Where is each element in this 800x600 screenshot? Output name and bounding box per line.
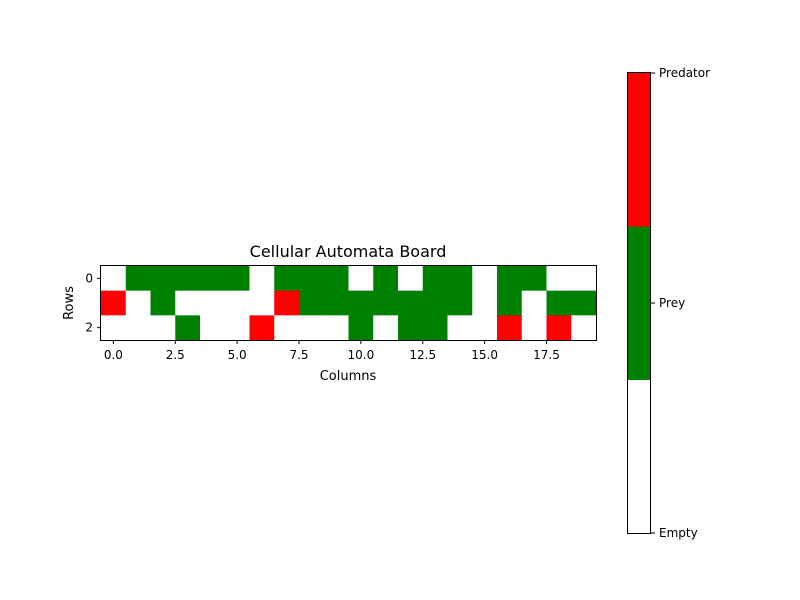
colorbar-segment-predator [628,73,650,227]
cell-r1-c13 [422,290,448,316]
cell-r2-c8 [299,315,325,341]
cell-r1-c8 [299,290,325,316]
colorbar-tick-label: Prey [659,296,685,310]
cell-r1-c3 [175,290,201,316]
x-tick-label: 2.5 [166,348,185,362]
chart-title: Cellular Automata Board [250,242,447,261]
x-tick-label: 0.0 [104,348,123,362]
x-tick-label: 12.5 [409,348,436,362]
cell-r0-c13 [422,266,448,291]
cell-r2-c9 [323,315,349,341]
cell-r0-c19 [571,266,597,291]
cell-r2-c16 [497,315,523,341]
cell-r1-c0 [101,290,127,316]
cell-r2-c3 [175,315,201,341]
cell-r0-c3 [175,266,201,291]
cell-r1-c18 [546,290,572,316]
cell-r1-c4 [200,290,226,316]
colorbar-tick-label: Predator [659,66,710,80]
colorbar-tick-label: Empty [659,526,698,540]
cell-r0-c17 [521,266,547,291]
cell-r2-c0 [101,315,127,341]
cell-r2-c13 [422,315,448,341]
cell-r2-c11 [373,315,399,341]
cell-r2-c2 [150,315,176,341]
x-tick-label: 10.0 [348,348,375,362]
cell-r0-c0 [101,266,127,291]
cell-r1-c16 [497,290,523,316]
cell-r2-c10 [348,315,374,341]
cell-r0-c9 [323,266,349,291]
x-axis-ticks: 0.0 2.5 5.0 7.5 10.0 12.5 15.0 17.5 [104,340,560,362]
colorbar-segment-empty [628,379,650,534]
x-tick-label: 5.0 [228,348,247,362]
cell-r0-c8 [299,266,325,291]
cell-r2-c15 [472,315,498,341]
cell-r0-c12 [398,266,424,291]
cell-r0-c10 [348,266,374,291]
cell-r1-c12 [398,290,424,316]
cell-r2-c12 [398,315,424,341]
x-tick-label: 15.0 [471,348,498,362]
cell-r0-c15 [472,266,498,291]
x-tick-label: 17.5 [533,348,560,362]
cell-r1-c7 [274,290,300,316]
cell-r0-c1 [125,266,151,291]
cell-r1-c11 [373,290,399,316]
cell-r1-c17 [521,290,547,316]
colorbar-segment-prey [628,226,650,380]
cell-r1-c10 [348,290,374,316]
cell-r2-c5 [224,315,250,341]
cell-r1-c19 [571,290,597,316]
cell-r0-c14 [447,266,473,291]
cell-r1-c14 [447,290,473,316]
x-axis-label: Columns [320,369,377,384]
cell-r0-c11 [373,266,399,291]
cell-r0-c16 [497,266,523,291]
cell-r2-c4 [200,315,226,341]
cell-r0-c2 [150,266,176,291]
cell-r1-c5 [224,290,250,316]
cell-r2-c1 [125,315,151,341]
plot-frame [100,265,597,341]
y-axis-label: Rows [62,286,77,320]
x-tick-label: 7.5 [289,348,308,362]
cell-r1-c9 [323,290,349,316]
cell-r2-c6 [249,315,275,341]
colorbar [628,73,650,534]
cell-r0-c7 [274,266,300,291]
heatmap-cells [101,266,597,341]
cell-r1-c1 [125,290,151,316]
cell-r2-c7 [274,315,300,341]
cell-r2-c18 [546,315,572,341]
cell-r0-c6 [249,266,275,291]
cell-r0-c4 [200,266,226,291]
cell-r2-c14 [447,315,473,341]
cell-r1-c2 [150,290,176,316]
y-tick-label: 0 [85,271,93,285]
cell-r0-c18 [546,266,572,291]
colorbar-ticks: Empty Prey Predator [650,66,710,540]
y-tick-label: 2 [85,321,93,335]
cell-r2-c17 [521,315,547,341]
y-axis-ticks: 02 [85,271,101,335]
cell-r0-c5 [224,266,250,291]
cell-r1-c15 [472,290,498,316]
cell-r2-c19 [571,315,597,341]
cell-r1-c6 [249,290,275,316]
